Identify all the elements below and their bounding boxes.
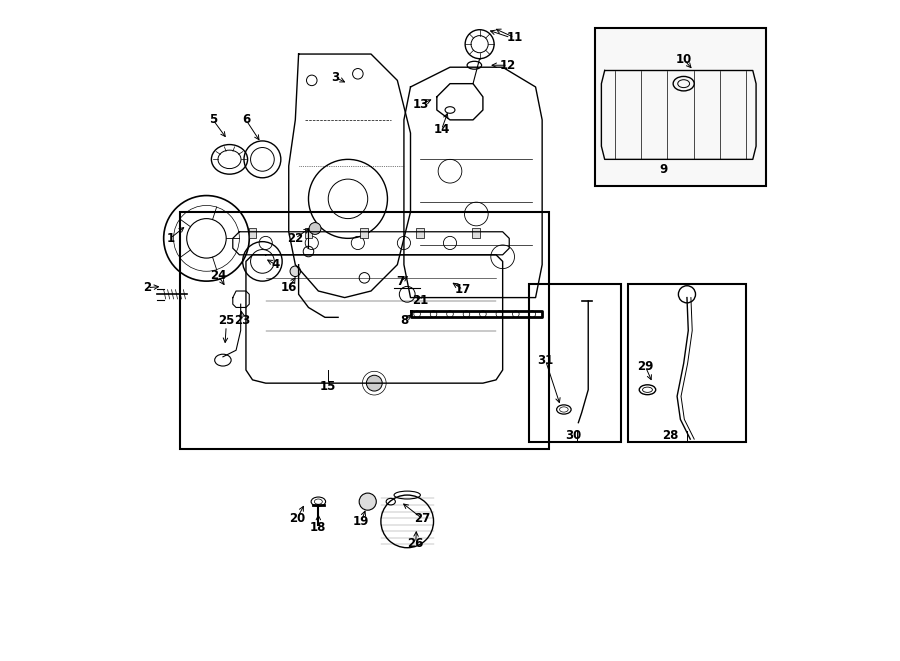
Text: 13: 13 bbox=[412, 98, 428, 111]
Text: 16: 16 bbox=[281, 281, 297, 294]
Text: 10: 10 bbox=[676, 53, 692, 66]
Text: 19: 19 bbox=[353, 515, 369, 528]
Text: 22: 22 bbox=[287, 232, 303, 245]
Text: 26: 26 bbox=[408, 537, 424, 549]
Bar bbox=[529, 284, 621, 442]
Bar bbox=[248, 228, 256, 239]
Text: 25: 25 bbox=[218, 314, 234, 327]
Text: 3: 3 bbox=[330, 71, 339, 83]
Circle shape bbox=[366, 375, 382, 391]
Text: 24: 24 bbox=[210, 270, 227, 282]
Text: 20: 20 bbox=[289, 512, 305, 525]
Bar bbox=[180, 212, 549, 449]
Text: 28: 28 bbox=[662, 429, 679, 442]
Bar bbox=[627, 284, 746, 442]
Text: 4: 4 bbox=[272, 258, 280, 271]
Bar bbox=[417, 228, 424, 239]
Text: 27: 27 bbox=[414, 512, 430, 525]
Circle shape bbox=[290, 266, 301, 276]
Text: 31: 31 bbox=[537, 354, 554, 367]
Text: 21: 21 bbox=[412, 294, 428, 307]
Text: 30: 30 bbox=[565, 429, 582, 442]
Circle shape bbox=[359, 493, 376, 510]
Text: 17: 17 bbox=[455, 283, 472, 296]
Text: 11: 11 bbox=[507, 31, 523, 44]
Circle shape bbox=[309, 223, 321, 235]
Text: 15: 15 bbox=[320, 380, 337, 393]
Bar bbox=[304, 228, 312, 239]
Text: 5: 5 bbox=[209, 114, 217, 126]
Text: 9: 9 bbox=[660, 163, 668, 176]
Text: 8: 8 bbox=[400, 314, 408, 327]
Text: 1: 1 bbox=[166, 232, 175, 245]
Text: 23: 23 bbox=[235, 314, 251, 327]
Bar bbox=[595, 28, 766, 186]
Text: 18: 18 bbox=[310, 522, 327, 535]
Text: 7: 7 bbox=[397, 274, 405, 288]
Bar bbox=[361, 228, 368, 239]
Text: 14: 14 bbox=[433, 123, 450, 136]
Bar bbox=[472, 228, 481, 239]
Text: 6: 6 bbox=[242, 114, 250, 126]
Text: 12: 12 bbox=[500, 59, 516, 72]
Text: 29: 29 bbox=[637, 360, 653, 373]
Text: 2: 2 bbox=[143, 281, 151, 294]
